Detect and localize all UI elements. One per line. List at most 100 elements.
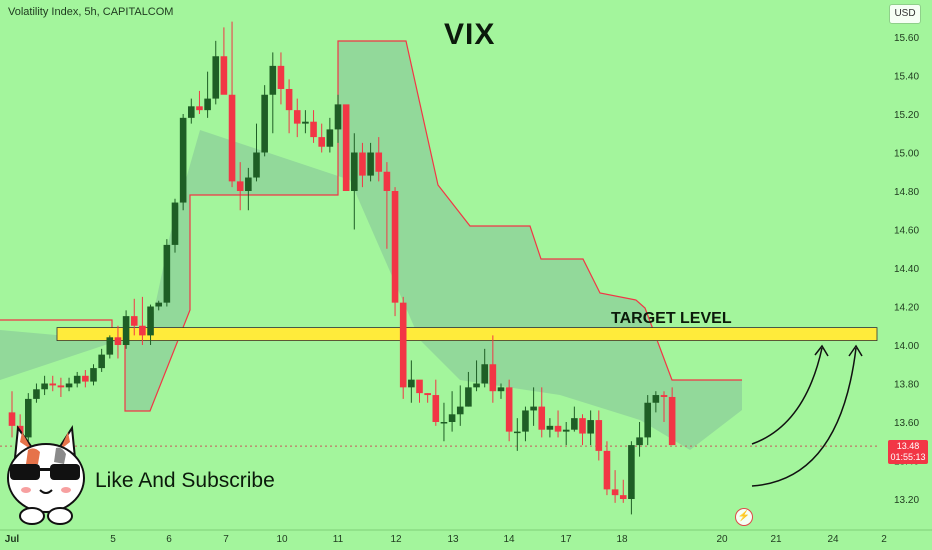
candle-body xyxy=(644,402,651,438)
projection-arrow xyxy=(751,347,857,487)
candle-body xyxy=(603,450,611,490)
candle-body xyxy=(188,106,195,118)
candle-body xyxy=(253,152,260,178)
x-tick-label: 21 xyxy=(770,534,782,545)
candle-body xyxy=(440,422,448,424)
candle-body xyxy=(351,152,358,191)
x-tick-label: 13 xyxy=(447,534,459,545)
y-tick-label: 14.20 xyxy=(894,303,919,314)
x-tick-label: 12 xyxy=(390,534,402,545)
candle-body xyxy=(33,389,40,399)
candle-body xyxy=(122,316,130,345)
candle-body xyxy=(465,387,472,407)
candle-body xyxy=(595,420,603,451)
x-tick-label: 10 xyxy=(276,534,288,545)
candle-body xyxy=(571,418,578,430)
y-tick-label: 14.80 xyxy=(894,187,919,198)
candle-body xyxy=(628,445,635,499)
candle-body xyxy=(424,393,431,396)
y-tick-label: 13.60 xyxy=(894,418,919,429)
x-tick-label: 18 xyxy=(616,534,628,545)
candle-body xyxy=(432,395,440,422)
y-tick-label: 15.60 xyxy=(894,33,919,44)
flash-icon[interactable]: ⚡ xyxy=(735,508,753,526)
y-tick-label: 15.00 xyxy=(894,149,919,160)
y-tick-label: 14.40 xyxy=(894,264,919,275)
subscribe-text: Like And Subscribe xyxy=(95,469,275,492)
symbol-info: Volatility Index, 5h, CAPITALCOM xyxy=(8,6,174,18)
candle-body xyxy=(562,429,570,432)
candle-body xyxy=(228,94,236,182)
candle-body xyxy=(587,420,594,434)
stop-area-fill xyxy=(0,41,742,450)
projection-arrowhead xyxy=(848,344,863,357)
projection-arrow xyxy=(751,347,823,445)
candle-body xyxy=(660,395,668,397)
x-tick-label: 14 xyxy=(503,534,515,545)
x-tick-label: 7 xyxy=(223,534,229,545)
candle-body xyxy=(147,306,154,336)
currency-button[interactable]: USD xyxy=(889,4,921,24)
candle-body xyxy=(505,387,513,432)
candle-body xyxy=(8,412,16,426)
candle-body xyxy=(245,177,252,191)
candle-body xyxy=(171,202,179,245)
y-tick-label: 15.40 xyxy=(894,72,919,83)
last-price: 13.48 xyxy=(896,441,920,451)
candle-body xyxy=(514,431,521,434)
y-tick-label: 14.00 xyxy=(894,341,919,352)
x-tick-label: 24 xyxy=(827,534,839,545)
x-tick-label: 11 xyxy=(333,534,344,545)
candle-body xyxy=(497,387,505,392)
candle-body xyxy=(416,379,423,394)
y-tick-label: 14.60 xyxy=(894,226,919,237)
candle-body xyxy=(114,337,122,345)
candle-body xyxy=(293,110,301,124)
candle-body xyxy=(41,383,48,390)
candle-body xyxy=(106,337,114,355)
candle-body xyxy=(65,383,73,388)
candle-body xyxy=(57,385,65,388)
candle-body xyxy=(473,383,480,388)
candle-body xyxy=(73,375,81,384)
x-tick-label: 20 xyxy=(716,534,728,545)
target-level-label: TARGET LEVEL xyxy=(611,310,732,327)
x-tick-label: Jul xyxy=(5,534,20,545)
candle-body xyxy=(285,88,293,111)
candle-body xyxy=(668,396,676,446)
candle-body xyxy=(359,152,366,176)
candle-body xyxy=(90,368,97,382)
candle-body xyxy=(522,410,529,432)
candle-body xyxy=(334,104,342,130)
candle-body xyxy=(204,98,211,111)
candle-body xyxy=(636,437,643,446)
candle-body xyxy=(579,418,586,434)
projection-arrowhead xyxy=(814,344,829,357)
x-tick-label: 6 xyxy=(166,534,172,545)
candle-body xyxy=(546,425,554,430)
candle-body xyxy=(212,56,220,99)
bar-countdown: 01:55:13 xyxy=(890,452,926,462)
candle-body xyxy=(481,364,488,384)
candle-body xyxy=(220,56,228,95)
candle-body xyxy=(163,244,171,303)
x-tick-label: 17 xyxy=(560,534,572,545)
candle-body xyxy=(383,171,391,191)
candle-body xyxy=(236,181,244,191)
candle-body xyxy=(49,383,57,386)
candle-body xyxy=(554,425,562,432)
candle-body xyxy=(130,316,138,326)
candle-body xyxy=(611,489,619,496)
x-tick-label: 5 xyxy=(110,534,116,545)
y-tick-label: 15.20 xyxy=(894,110,919,121)
candle-body xyxy=(261,94,268,153)
candle-body xyxy=(179,117,187,203)
candle-body xyxy=(302,121,309,124)
candle-body xyxy=(489,364,497,392)
candle-body xyxy=(652,395,660,403)
candle-body xyxy=(538,406,546,430)
y-tick-label: 13.20 xyxy=(894,495,919,506)
candle-body xyxy=(619,495,627,499)
